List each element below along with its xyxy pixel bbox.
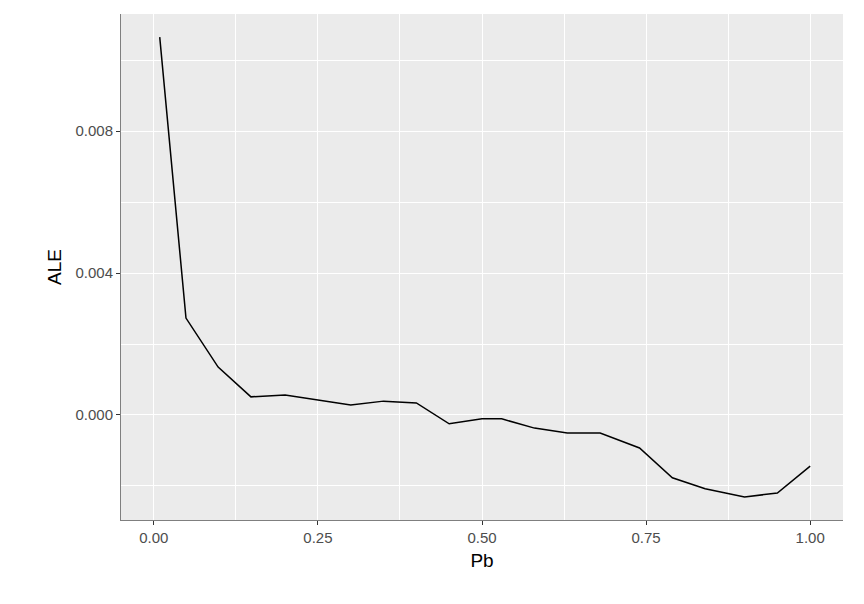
- svg-text:0.00: 0.00: [139, 529, 168, 546]
- svg-text:0.50: 0.50: [467, 529, 496, 546]
- svg-text:0.008: 0.008: [75, 122, 113, 139]
- svg-text:0.004: 0.004: [75, 264, 113, 281]
- svg-text:0.000: 0.000: [75, 406, 113, 423]
- svg-text:Pb: Pb: [470, 550, 493, 571]
- svg-text:1.00: 1.00: [796, 529, 825, 546]
- svg-text:0.75: 0.75: [631, 529, 660, 546]
- svg-text:0.25: 0.25: [303, 529, 332, 546]
- svg-text:ALE: ALE: [44, 249, 65, 285]
